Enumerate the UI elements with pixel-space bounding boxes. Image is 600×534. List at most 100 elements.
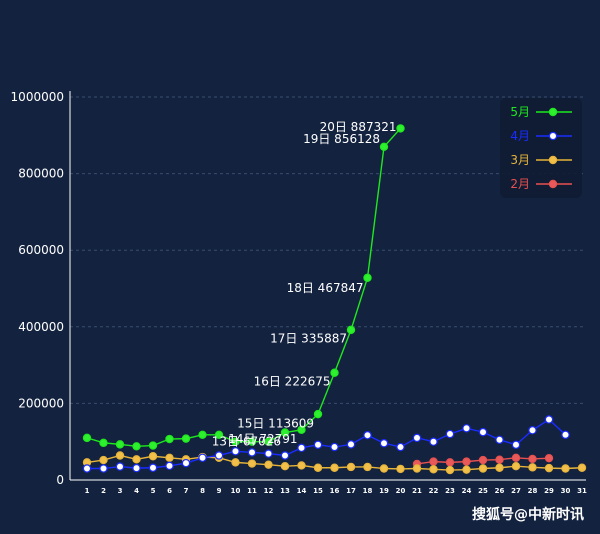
legend-box [500, 98, 582, 198]
x-tick-label: 12 [264, 487, 274, 495]
x-tick-label: 30 [561, 487, 571, 495]
data-point [181, 434, 191, 443]
data-point [363, 462, 372, 472]
x-tick-label: 24 [462, 487, 472, 495]
data-point [247, 437, 257, 446]
data-point [495, 435, 504, 444]
data-point [528, 426, 537, 435]
data-point [511, 453, 521, 462]
data-point [148, 452, 158, 461]
x-tick-label: 22 [429, 487, 439, 495]
data-point [280, 451, 290, 460]
data-point [478, 427, 488, 437]
data-point [495, 455, 504, 464]
x-tick-label: 19 [379, 487, 389, 495]
x-tick-label: 31 [577, 487, 587, 495]
data-point [165, 461, 174, 471]
data-point [99, 455, 108, 465]
legend-label: 4月 [510, 129, 530, 143]
data-point [330, 368, 339, 377]
legend-marker [548, 131, 558, 141]
x-tick-label: 11 [247, 487, 257, 495]
data-point [544, 453, 554, 463]
y-tick-label: 200000 [18, 396, 64, 410]
x-tick-label: 27 [511, 487, 521, 495]
data-point [148, 441, 158, 450]
x-tick-label: 23 [445, 487, 455, 495]
data-point [396, 124, 405, 133]
legend-label: 2月 [510, 177, 530, 191]
x-tick-label: 4 [134, 487, 139, 495]
x-tick-label: 9 [217, 487, 222, 495]
data-point [99, 464, 108, 473]
data-point [412, 464, 422, 473]
data-point [297, 443, 306, 453]
y-tick-label: 0 [56, 473, 64, 487]
x-tick-label: 8 [200, 487, 205, 495]
x-tick-label: 29 [544, 487, 554, 495]
y-tick-label: 800000 [18, 167, 64, 181]
data-point [313, 440, 323, 449]
data-point [429, 457, 438, 466]
data-point [132, 442, 141, 451]
data-point [429, 465, 438, 474]
data-annotation: 14日 72791 [228, 432, 297, 446]
data-point [346, 325, 356, 335]
data-annotation: 15日 113609 [237, 416, 314, 430]
x-tick-label: 21 [412, 487, 422, 495]
data-point [115, 462, 125, 471]
data-point [544, 415, 554, 424]
data-point [148, 463, 158, 472]
data-point [429, 437, 438, 446]
data-point [214, 451, 224, 460]
legend-marker [548, 107, 558, 117]
x-tick-label: 2 [101, 487, 106, 495]
data-point [412, 433, 422, 443]
legend-marker [548, 155, 558, 165]
data-point [379, 439, 389, 448]
data-annotation: 13日 67026 [212, 434, 281, 448]
data-point [280, 428, 290, 437]
data-point [247, 459, 257, 468]
data-point [445, 465, 455, 475]
data-point [396, 464, 405, 474]
data-point [462, 465, 471, 474]
data-point [82, 464, 92, 473]
data-point [214, 430, 224, 440]
x-tick-label: 15 [313, 487, 323, 495]
x-tick-label: 14 [297, 487, 307, 495]
data-point [297, 425, 306, 435]
y-tick-label: 600000 [18, 243, 64, 257]
data-point [313, 463, 323, 472]
x-tick-label: 18 [363, 487, 373, 495]
data-annotation: 16日 222675 [254, 375, 331, 389]
y-tick-label: 1000000 [11, 90, 64, 104]
data-point [528, 463, 537, 472]
x-tick-label: 26 [495, 487, 505, 495]
data-point [561, 464, 570, 473]
data-point [511, 462, 521, 471]
x-tick-label: 16 [330, 487, 340, 495]
x-tick-label: 20 [396, 487, 406, 495]
data-point [231, 437, 240, 446]
data-point [231, 447, 240, 456]
x-tick-label: 1 [85, 487, 90, 495]
data-point [99, 438, 108, 448]
x-tick-label: 25 [478, 487, 488, 495]
x-tick-label: 10 [231, 487, 241, 495]
data-point [280, 462, 290, 471]
data-point [462, 457, 471, 466]
data-point [379, 464, 389, 473]
data-point [82, 433, 92, 443]
data-point [264, 449, 273, 458]
watermark-text: 搜狐号@中新时讯 [472, 507, 584, 523]
data-point [231, 458, 240, 467]
x-tick-label: 13 [280, 487, 290, 495]
data-point [115, 440, 125, 449]
data-point [363, 273, 372, 282]
data-point [165, 453, 174, 462]
data-point [396, 442, 405, 452]
data-point [330, 463, 339, 472]
data-point [379, 142, 389, 151]
